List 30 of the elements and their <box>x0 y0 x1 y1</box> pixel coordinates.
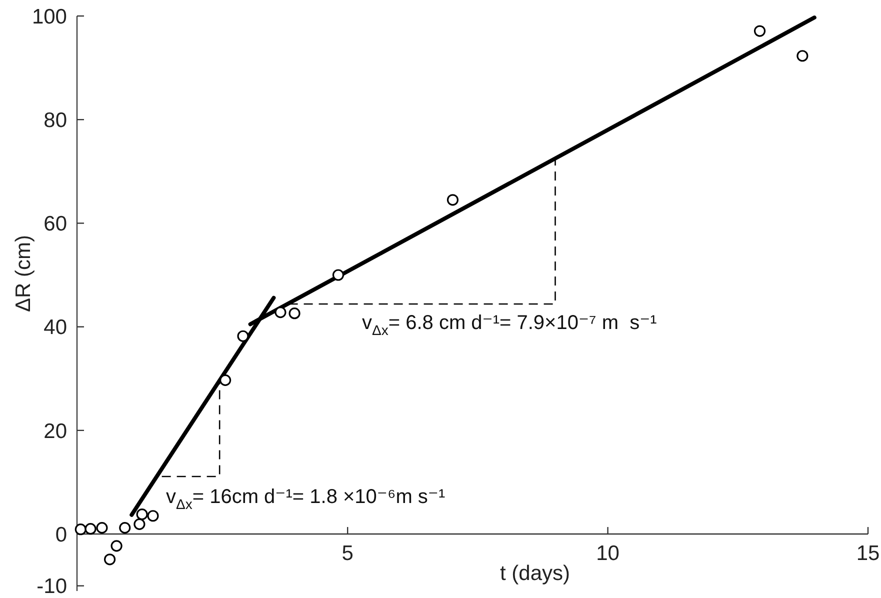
point <box>136 508 148 520</box>
point <box>332 269 344 281</box>
point <box>274 306 286 318</box>
point <box>796 50 808 62</box>
y-tick-label: 0 <box>55 523 67 546</box>
point <box>84 523 96 535</box>
point <box>119 522 131 534</box>
x-tick-label: 15 <box>856 542 880 566</box>
x-tick-label: 5 <box>342 542 354 566</box>
point <box>96 522 108 534</box>
y-tick-label: 100 <box>32 5 67 28</box>
point <box>754 25 766 37</box>
point <box>446 194 459 206</box>
point <box>220 374 232 386</box>
y-tick-label: 40 <box>44 316 67 340</box>
point <box>110 540 122 552</box>
point <box>104 554 116 566</box>
point <box>237 330 249 342</box>
point <box>147 510 159 522</box>
x-axis-title: t (days) <box>500 562 570 585</box>
y-tick-label: -10 <box>36 575 67 598</box>
y-tick-label: 80 <box>44 108 67 132</box>
y-tick-label: 60 <box>44 212 67 236</box>
x-tick-label: 10 <box>596 542 620 566</box>
point <box>134 518 146 530</box>
y-axis-title: ΔR (cm) <box>12 234 35 312</box>
annotation: v$_{Δx}$= 6.8 cm d⁻¹= 7.9×10⁻⁷ m s⁻¹ <box>362 312 658 338</box>
y-tick-label: 20 <box>44 420 67 443</box>
annotation: v$_{Δx}$= 16cm d⁻¹= 1.8 ×10⁻⁶m s⁻¹ <box>166 486 446 512</box>
point <box>288 308 300 320</box>
